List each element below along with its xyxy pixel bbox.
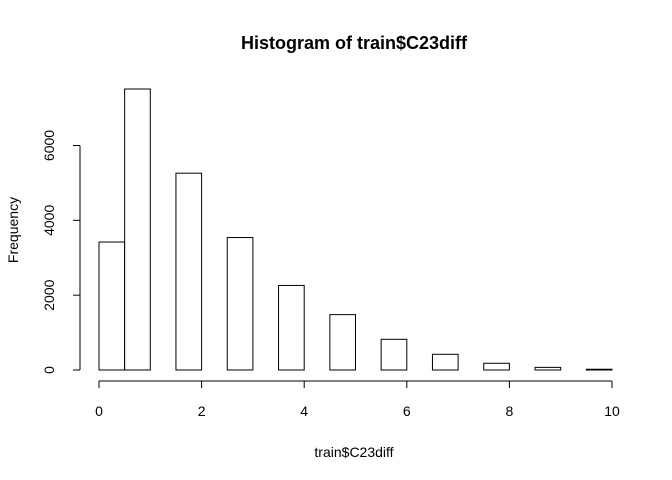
y-axis: 0 2000 4000 6000: [41, 130, 81, 374]
x-tick-label: 4: [300, 403, 308, 419]
histogram-bar-0: [98, 241, 126, 371]
histogram-bar-5: [329, 314, 357, 371]
histogram-bar-6: [380, 338, 408, 371]
histogram-bars: [98, 88, 613, 371]
x-tick-label: 0: [95, 403, 103, 419]
y-axis-label: Frequency: [5, 197, 21, 263]
x-tick-label: 10: [604, 403, 620, 419]
histogram-bar-1: [124, 88, 151, 371]
histogram-bar-2: [175, 172, 203, 371]
x-tick-label: 6: [403, 403, 411, 419]
x-tick-label: 2: [198, 403, 206, 419]
histogram-bar-3: [226, 237, 254, 371]
histogram-bar-9: [534, 366, 562, 371]
x-tick-label: 8: [506, 403, 514, 419]
y-tick-label: 2000: [41, 279, 57, 310]
histogram-bar-7: [431, 353, 459, 371]
histogram-bar-4: [278, 284, 305, 371]
y-tick-label: 0: [41, 366, 57, 374]
x-axis-label: train$C23diff: [314, 444, 393, 460]
histogram-bar-10: [585, 368, 613, 371]
x-axis: 0 2 4 6 8 10: [95, 380, 620, 419]
y-tick-label: 4000: [41, 205, 57, 236]
y-tick-label: 6000: [41, 130, 57, 161]
chart-title: Histogram of train$C23diff: [241, 33, 468, 53]
histogram-bar-8: [483, 362, 510, 371]
